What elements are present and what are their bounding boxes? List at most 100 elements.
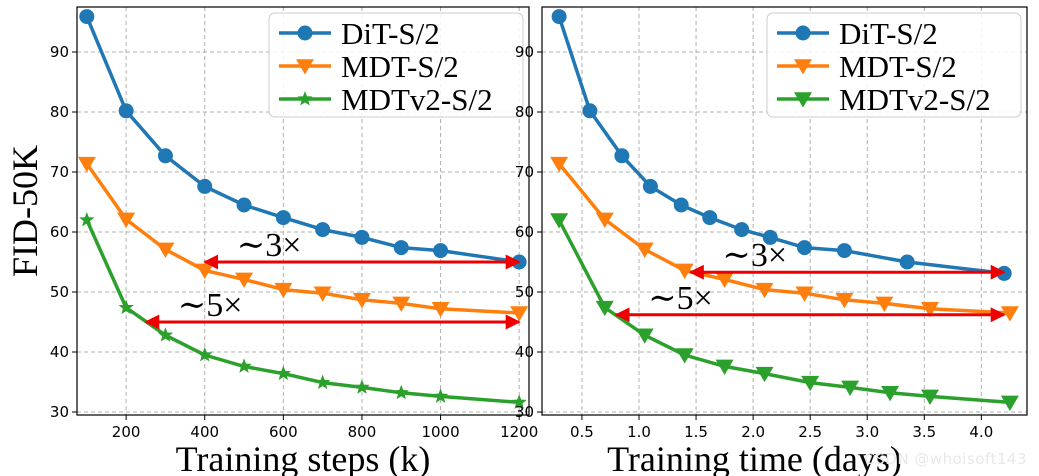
data-point xyxy=(197,178,213,194)
data-point xyxy=(673,197,689,213)
legend-label: MDT-S/2 xyxy=(341,49,459,84)
legend-label: MDTv2-S/2 xyxy=(839,82,991,117)
series-dit-s-2 xyxy=(79,9,527,270)
speedup-label: ∼5× xyxy=(648,280,713,317)
series-mdtv2-s-2 xyxy=(550,213,1019,411)
data-point xyxy=(354,229,370,245)
legend-marker xyxy=(795,25,811,41)
legend-marker xyxy=(794,92,812,108)
y-tick-label: 80 xyxy=(50,103,69,121)
data-point xyxy=(275,210,291,226)
y-tick-label: 70 xyxy=(50,163,69,181)
y-tick-label: 60 xyxy=(515,223,534,241)
y-tick-label: 90 xyxy=(50,43,69,61)
legend-box xyxy=(268,12,524,118)
data-point xyxy=(1000,395,1019,411)
legend-marker xyxy=(297,91,313,106)
data-point xyxy=(702,210,718,226)
data-point xyxy=(511,394,527,409)
x-tick-label: 1.0 xyxy=(627,423,651,441)
legend-marker xyxy=(297,25,313,41)
x-tick-label: 1200 xyxy=(500,423,538,441)
data-point xyxy=(79,212,95,227)
data-point xyxy=(352,293,371,309)
data-point xyxy=(635,242,654,258)
data-point xyxy=(635,328,654,344)
data-point xyxy=(715,359,734,375)
y-tick-label: 50 xyxy=(50,283,69,301)
x-tick-label: 800 xyxy=(348,423,377,441)
y-tick-label: 40 xyxy=(50,343,69,361)
x-tick-label: 4.0 xyxy=(969,423,993,441)
plot-frame xyxy=(76,6,530,416)
data-point xyxy=(801,375,820,392)
data-point xyxy=(835,293,854,309)
data-point xyxy=(841,380,860,396)
x-axis-label: Training steps (k) xyxy=(176,439,431,476)
x-tick-label: 2.0 xyxy=(741,423,765,441)
data-point xyxy=(614,148,630,164)
series-line xyxy=(85,162,520,315)
y-tick-label: 80 xyxy=(515,103,534,121)
data-point xyxy=(795,286,814,302)
speedup-label: ∼3× xyxy=(237,227,302,264)
legend-marker xyxy=(794,59,812,75)
x-tick-label: 1000 xyxy=(421,423,459,441)
data-point xyxy=(236,197,252,213)
data-point xyxy=(274,282,293,299)
data-point xyxy=(235,272,254,288)
legend-label: DiT-S/2 xyxy=(839,16,938,51)
y-tick-label: 30 xyxy=(50,403,69,421)
plot-frame xyxy=(541,6,1028,416)
data-point xyxy=(755,366,774,383)
data-point xyxy=(431,302,450,318)
data-point xyxy=(157,148,173,164)
chart-panel-1: 200 400 600 800 1000 1200 30 40 50 60 70 80 90 Traini… xyxy=(5,6,538,476)
data-point xyxy=(875,296,894,312)
data-point xyxy=(755,282,774,299)
data-point xyxy=(156,242,175,258)
legend-marker xyxy=(296,59,314,75)
x-tick-label: 400 xyxy=(190,423,219,441)
data-point xyxy=(275,365,291,381)
x-tick-label: 600 xyxy=(269,423,298,441)
data-point xyxy=(582,103,598,119)
data-point xyxy=(595,300,614,317)
data-point xyxy=(432,388,449,403)
data-point xyxy=(762,229,778,245)
data-point xyxy=(393,240,409,256)
x-tick-label: 0.5 xyxy=(570,423,594,441)
legend-label: DiT-S/2 xyxy=(341,16,440,51)
y-tick-label: 30 xyxy=(515,403,534,421)
y-tick-label: 50 xyxy=(515,283,534,301)
data-point xyxy=(157,327,174,342)
x-tick-label: 200 xyxy=(112,423,141,441)
data-point xyxy=(642,178,658,194)
data-point xyxy=(392,296,411,312)
series-mdt-s-2 xyxy=(77,156,529,322)
data-point xyxy=(921,389,939,405)
legend-box xyxy=(766,12,1022,118)
data-point xyxy=(354,379,370,394)
watermark: CSDN @whoisoft143 xyxy=(864,450,1027,468)
data-point xyxy=(550,156,569,173)
data-point xyxy=(675,348,694,364)
data-point xyxy=(881,386,900,402)
data-point xyxy=(79,9,95,25)
data-point xyxy=(550,213,569,229)
y-axis-label: FID-50K xyxy=(5,145,45,277)
data-point xyxy=(313,286,332,302)
data-point xyxy=(118,103,134,119)
data-point xyxy=(551,9,567,25)
x-tick-label: 3.0 xyxy=(855,423,879,441)
legend-label: MDTv2-S/2 xyxy=(341,82,493,117)
data-point xyxy=(117,212,136,228)
data-point xyxy=(315,374,331,390)
data-point xyxy=(197,347,213,362)
x-tick-label: 3.5 xyxy=(912,423,936,441)
legend-label: MDT-S/2 xyxy=(839,49,957,84)
data-point xyxy=(510,306,529,322)
